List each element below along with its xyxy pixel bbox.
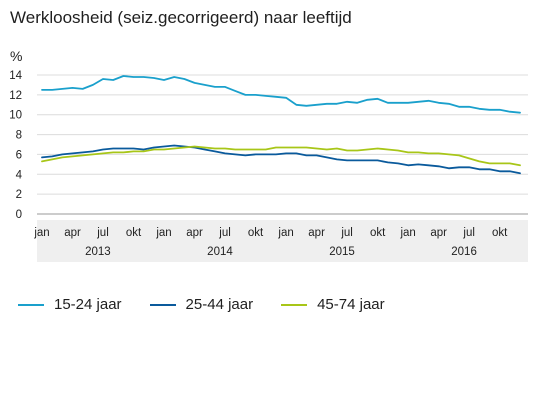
x-axis-years: 2013 2014 2015 2016 [85, 246, 477, 258]
x-tick-label: okt [492, 227, 508, 239]
y-tick-label: 4 [16, 169, 23, 181]
legend-item-45-74: 45-74 jaar [281, 296, 385, 313]
x-tick-label: apr [64, 227, 81, 239]
legend-label-45-74: 45-74 jaar [317, 296, 385, 313]
x-tick-label: okt [248, 227, 264, 239]
x-tick-label: jul [462, 227, 475, 239]
y-tick-label: 14 [9, 70, 22, 82]
x-year-label: 2016 [451, 246, 477, 258]
series-line-3 [41, 145, 521, 167]
y-tick-label: 2 [16, 189, 22, 201]
legend-item-15-24: 15-24 jaar [18, 296, 122, 313]
legend-swatch-15-24 [18, 303, 44, 306]
series-lines [41, 75, 521, 175]
x-axis-band [37, 220, 528, 262]
legend-label-15-24: 15-24 jaar [54, 296, 122, 313]
x-tick-label: apr [308, 227, 325, 239]
series-line-2 [41, 144, 521, 175]
legend: 15-24 jaar 25-44 jaar 45-74 jaar [18, 296, 413, 313]
x-tick-label: jan [277, 227, 293, 239]
x-axis-ticks: jan apr jul okt jan apr jul okt jan apr jul okt jan a… [33, 227, 508, 239]
x-tick-label: apr [430, 227, 447, 239]
y-axis-ticks: 0 2 4 6 8 10 12 14 [9, 70, 22, 221]
x-tick-label: jul [218, 227, 231, 239]
x-year-label: 2014 [207, 246, 233, 258]
x-tick-label: jul [340, 227, 353, 239]
y-tick-label: 6 [16, 149, 22, 161]
x-tick-label: jan [399, 227, 415, 239]
y-tick-label: 8 [16, 130, 22, 142]
legend-swatch-45-74 [281, 303, 308, 306]
legend-label-25-44: 25-44 jaar [185, 296, 254, 313]
y-tick-label: 10 [9, 110, 22, 122]
x-tick-label: jul [96, 227, 109, 239]
x-tick-label: okt [370, 227, 386, 239]
legend-swatch-25-44 [149, 303, 176, 306]
x-tick-label: jan [33, 227, 49, 239]
chart-title: Werkloosheid (seiz.gecorrigeerd) naar le… [10, 8, 352, 27]
x-tick-label: apr [186, 227, 203, 239]
legend-item-25-44: 25-44 jaar [149, 296, 254, 313]
x-year-label: 2013 [85, 246, 111, 258]
y-axis-unit-label: % [10, 48, 22, 64]
y-tick-label: 0 [16, 209, 22, 221]
y-tick-label: 12 [9, 90, 22, 102]
gridlines [37, 74, 528, 215]
x-tick-label: okt [126, 227, 142, 239]
x-tick-label: jan [155, 227, 171, 239]
series-line-1 [41, 75, 521, 114]
x-year-label: 2015 [329, 246, 355, 258]
